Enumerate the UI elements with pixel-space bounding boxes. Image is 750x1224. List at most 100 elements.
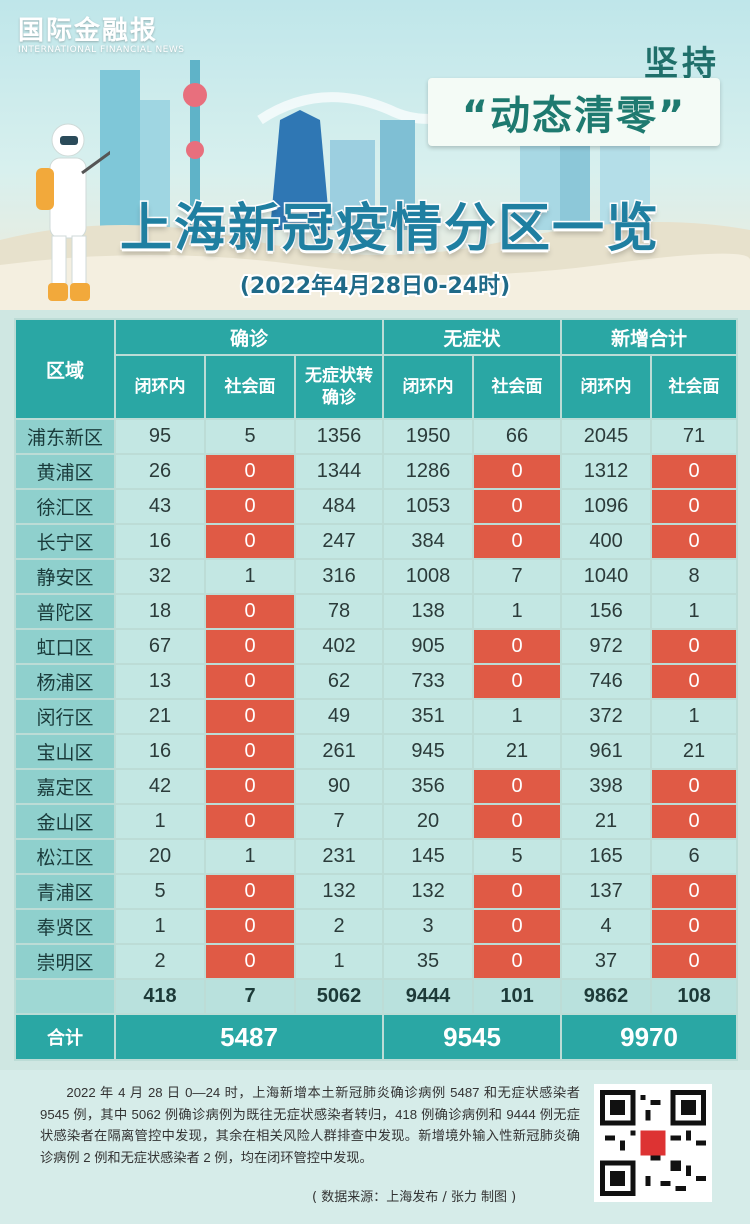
data-cell: 35 (382, 943, 475, 980)
region-name: 青浦区 (14, 873, 116, 910)
data-cell: 21 (650, 733, 739, 770)
table-row: 闵行区 21 0 49 351 1 372 1 (14, 698, 739, 735)
data-cell: 0 (204, 768, 296, 805)
data-cell: 384 (382, 523, 475, 560)
data-cell: 0 (650, 908, 739, 945)
data-cell: 0 (650, 803, 739, 840)
qr-code-graphic (600, 1090, 706, 1196)
data-cell: 18 (114, 593, 206, 630)
data-cell: 2045 (560, 418, 653, 455)
data-cell: 71 (650, 418, 739, 455)
data-cell: 21 (560, 803, 653, 840)
data-cell: 0 (650, 663, 739, 700)
data-cell: 49 (293, 698, 385, 735)
data-cell: 1344 (293, 453, 385, 490)
data-cell: 1 (114, 803, 206, 840)
region-header: 区域 (14, 318, 116, 420)
table-row: 宝山区 16 0 261 945 21 961 21 (14, 733, 739, 770)
region-name: 杨浦区 (14, 663, 116, 700)
data-cell: 1 (472, 593, 563, 630)
data-cell: 0 (472, 628, 563, 665)
data-cell: 398 (560, 768, 653, 805)
total-cell: 108 (650, 978, 739, 1015)
data-cell: 1356 (293, 418, 385, 455)
data-cell: 1008 (382, 558, 475, 595)
subheader-text: 无症状转确诊 (305, 366, 373, 407)
brand-subtitle: INTERNATIONAL FINANCIAL NEWS (18, 45, 185, 55)
data-cell: 138 (382, 593, 475, 630)
data-cell: 5 (114, 873, 206, 910)
region-name: 闵行区 (14, 698, 116, 735)
subheader: 无症状转确诊 (293, 354, 385, 420)
data-cell: 1 (650, 593, 739, 630)
data-cell: 1040 (560, 558, 653, 595)
data-cell: 132 (382, 873, 475, 910)
brand-name: 国际金融报 (18, 16, 159, 46)
region-name: 虹口区 (14, 628, 116, 665)
data-cell: 1950 (382, 418, 475, 455)
total-cell: 7 (204, 978, 296, 1015)
data-cell: 0 (204, 663, 296, 700)
data-cell: 905 (382, 628, 475, 665)
data-cell: 0 (472, 663, 563, 700)
data-cell: 0 (650, 768, 739, 805)
data-cell: 16 (114, 733, 206, 770)
data-cell: 0 (472, 803, 563, 840)
data-cell: 0 (650, 523, 739, 560)
data-cell: 0 (650, 488, 739, 525)
data-cell: 0 (204, 488, 296, 525)
slogan-text: “动态清零” (461, 93, 687, 139)
data-cell: 0 (204, 943, 296, 980)
data-cell: 316 (293, 558, 385, 595)
data-cell: 400 (560, 523, 653, 560)
data-cell: 0 (204, 453, 296, 490)
data-cell: 90 (293, 768, 385, 805)
table-row: 黄浦区 26 0 1344 1286 0 1312 0 (14, 453, 739, 490)
group-header-confirmed: 确诊 (113, 318, 385, 356)
data-cell: 1 (204, 838, 296, 875)
report-date: (2022年4月28日0-24时) (238, 272, 512, 301)
data-cell: 0 (204, 733, 296, 770)
table-row: 长宁区 16 0 247 384 0 400 0 (14, 523, 739, 560)
data-cell: 1 (204, 558, 296, 595)
region-name: 松江区 (14, 838, 116, 875)
region-name: 徐汇区 (14, 488, 116, 525)
data-cell: 1053 (382, 488, 475, 525)
total-cell: 9862 (560, 978, 653, 1015)
data-cell: 2 (114, 943, 206, 980)
sum-label: 合计 (14, 1013, 116, 1061)
poster-header: 国际金融报 INTERNATIONAL FINANCIAL NEWS 坚持 “动… (0, 0, 750, 310)
data-cell: 0 (204, 593, 296, 630)
data-cell: 372 (560, 698, 653, 735)
data-cell: 1 (650, 698, 739, 735)
table-row: 崇明区 2 0 1 35 0 37 0 (14, 943, 739, 980)
data-cell: 95 (114, 418, 206, 455)
brand-logo: 国际金融报 INTERNATIONAL FINANCIAL NEWS (18, 10, 184, 55)
data-cell: 0 (204, 628, 296, 665)
data-cell: 356 (382, 768, 475, 805)
table-row: 金山区 1 0 7 20 0 21 0 (14, 803, 739, 840)
data-cell: 402 (293, 628, 385, 665)
slogan-banner: “动态清零” (428, 78, 720, 146)
subheader: 闭环内 (114, 354, 206, 420)
sum-asymptomatic: 9545 (382, 1013, 563, 1061)
data-cell: 5 (472, 838, 563, 875)
data-cell: 1 (293, 943, 385, 980)
table-row: 虹口区 67 0 402 905 0 972 0 (14, 628, 739, 665)
subheader: 社会面 (472, 354, 563, 420)
data-cell: 7 (472, 558, 563, 595)
data-cell: 165 (560, 838, 653, 875)
region-name: 长宁区 (14, 523, 116, 560)
data-cell: 8 (650, 558, 739, 595)
data-cell: 1 (114, 908, 206, 945)
region-name: 崇明区 (14, 943, 116, 980)
data-cell: 0 (472, 453, 563, 490)
data-cell: 13 (114, 663, 206, 700)
table-row: 浦东新区 95 5 1356 1950 66 2045 71 (14, 418, 739, 455)
region-name: 黄浦区 (14, 453, 116, 490)
data-cell: 484 (293, 488, 385, 525)
qr-code-icon[interactable] (594, 1084, 712, 1202)
region-name: 奉贤区 (14, 908, 116, 945)
data-cell: 0 (472, 943, 563, 980)
subheader: 闭环内 (560, 354, 653, 420)
